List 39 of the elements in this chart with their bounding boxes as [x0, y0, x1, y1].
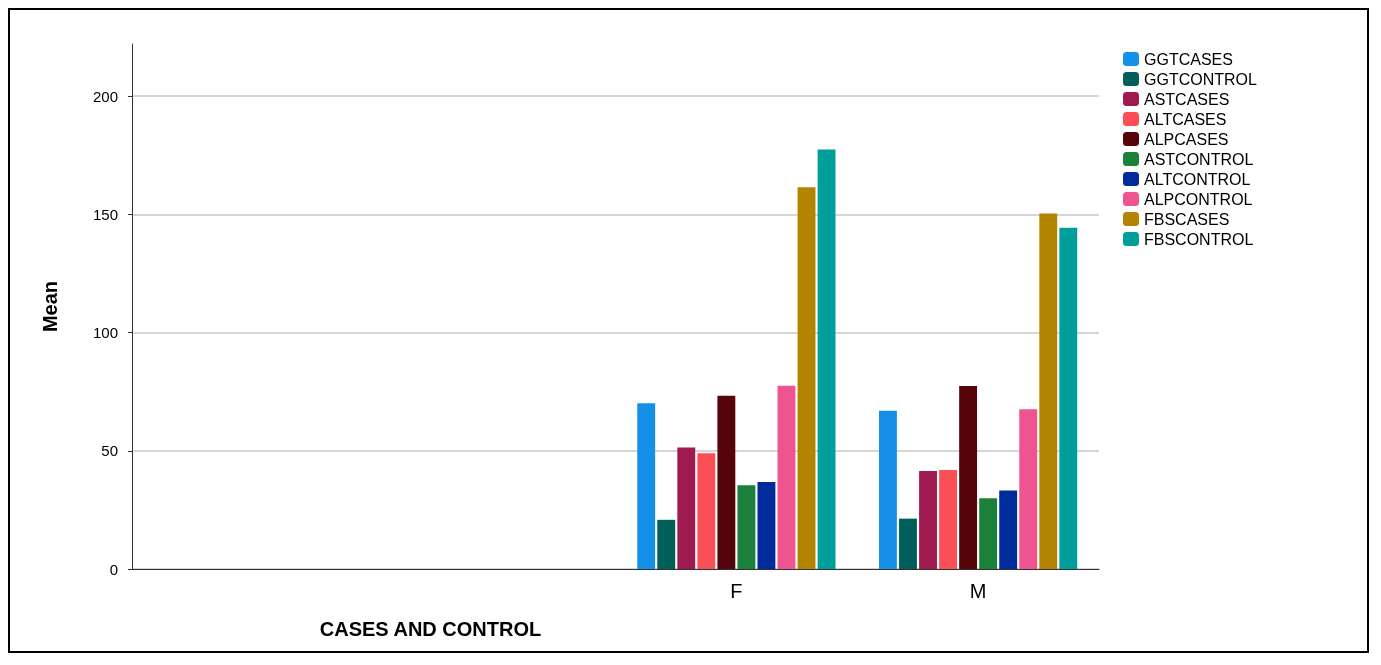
- legend-label: ALTCASES: [1144, 110, 1227, 128]
- y-tick-label: 0: [109, 560, 118, 578]
- bar: [677, 447, 696, 569]
- bar: [999, 490, 1018, 569]
- legend-label: GGTCASES: [1144, 50, 1233, 68]
- y-tick-label: 200: [92, 87, 118, 105]
- x-tick-label: M: [969, 580, 987, 602]
- legend-label: FBSCONTROL: [1144, 230, 1254, 248]
- legend-label: ALPCASES: [1144, 130, 1229, 148]
- bar: [1019, 409, 1038, 569]
- legend-label: ASTCASES: [1144, 90, 1230, 108]
- legend-label: ALPCONTROL: [1144, 190, 1253, 208]
- x-tick-label: F: [730, 580, 743, 602]
- bar: [919, 471, 937, 569]
- bar: [717, 395, 736, 569]
- y-axis-title: Mean: [39, 280, 61, 333]
- bar: [777, 385, 796, 569]
- bar: [959, 385, 978, 569]
- bar: [757, 481, 776, 569]
- bar: [817, 149, 836, 569]
- legend-label: FBSCASES: [1144, 210, 1230, 228]
- bar: [697, 453, 716, 569]
- bar: [899, 518, 917, 569]
- y-tick-label: 50: [101, 442, 118, 460]
- bar: [979, 498, 998, 569]
- bar: [737, 485, 756, 569]
- bar: [879, 410, 897, 569]
- legend-label: ASTCONTROL: [1144, 150, 1254, 168]
- x-axis-title: CASES AND CONTROL: [319, 618, 542, 640]
- y-tick-label: 150: [92, 205, 118, 223]
- bar: [797, 187, 816, 569]
- legend-label: GGTCONTROL: [1144, 70, 1257, 88]
- bar: [657, 519, 676, 569]
- legend-label: ALTCONTROL: [1144, 170, 1251, 188]
- bar: [637, 403, 656, 569]
- bar: [1059, 227, 1078, 569]
- bar: [1039, 213, 1058, 569]
- bar: [939, 469, 958, 569]
- y-tick-label: 100: [92, 324, 118, 342]
